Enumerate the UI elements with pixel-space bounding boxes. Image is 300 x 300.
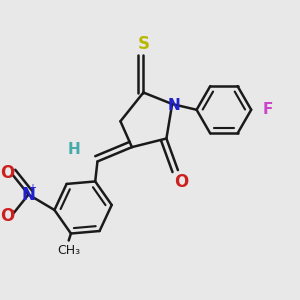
Text: F: F xyxy=(263,102,273,117)
Text: O: O xyxy=(0,164,14,182)
Text: O: O xyxy=(174,172,188,190)
Text: S: S xyxy=(137,35,149,53)
Text: CH₃: CH₃ xyxy=(57,244,80,257)
Text: -: - xyxy=(11,204,15,218)
Text: +: + xyxy=(28,183,36,193)
Text: H: H xyxy=(68,142,81,158)
Text: N: N xyxy=(167,98,180,113)
Text: N: N xyxy=(22,185,35,203)
Text: O: O xyxy=(0,207,14,225)
